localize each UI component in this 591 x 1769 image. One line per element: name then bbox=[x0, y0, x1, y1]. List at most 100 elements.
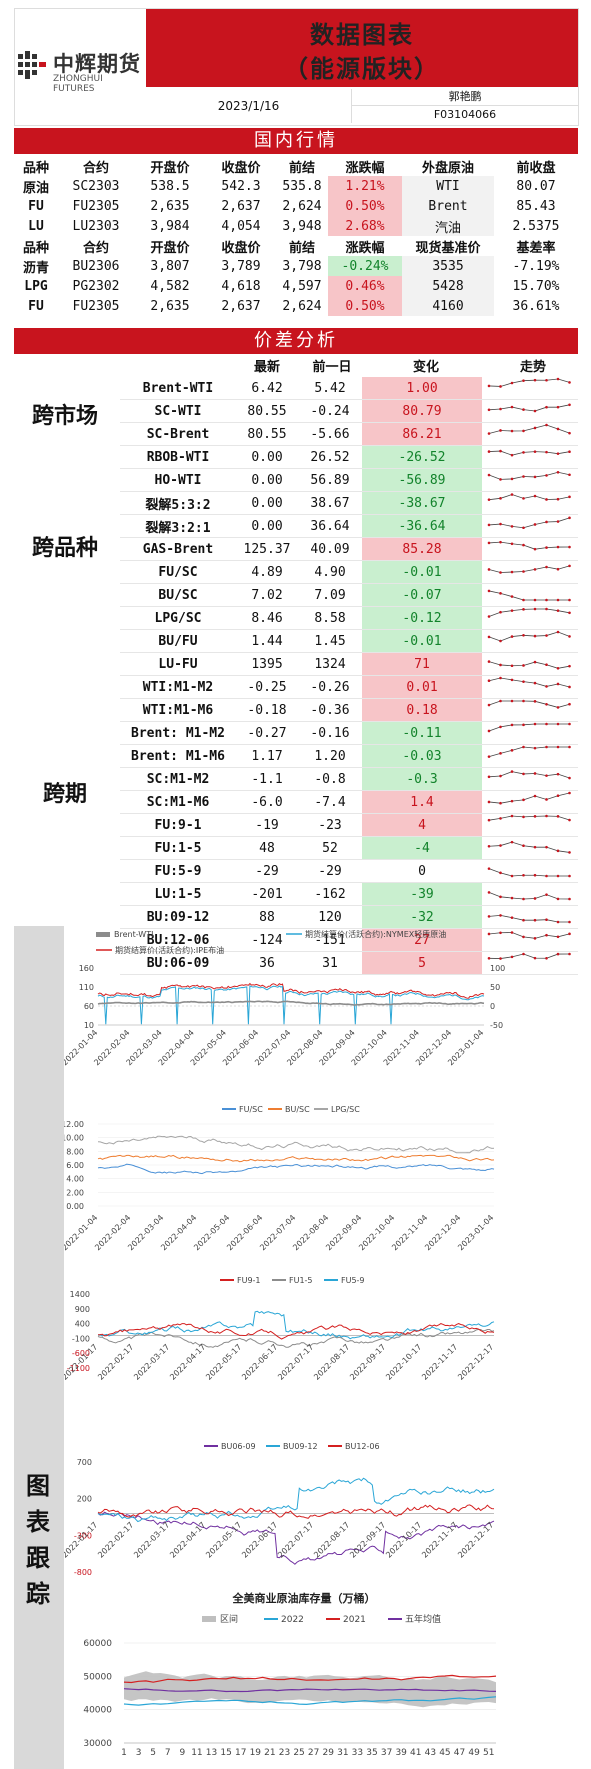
legend-label: FU/SC bbox=[239, 1105, 263, 1114]
legend-label: BU06-09 bbox=[221, 1442, 256, 1451]
y-tick-label: 160 bbox=[79, 964, 94, 973]
spread-name: 裂解5:3:2 bbox=[120, 491, 236, 515]
latest-value: 0.00 bbox=[236, 468, 298, 492]
table-cell: FU2305 bbox=[72, 198, 120, 214]
prev-value: 40.09 bbox=[298, 537, 362, 561]
latest-value: 0.00 bbox=[236, 491, 298, 515]
series-lpg-sc bbox=[97, 1135, 495, 1154]
x-tick-label: 2022-01-17 bbox=[64, 1520, 99, 1559]
col-change: 变化 bbox=[412, 360, 439, 375]
spread-name: SC-WTI bbox=[120, 399, 236, 423]
header-cell: 品种 bbox=[22, 160, 49, 176]
latest-value: 125.37 bbox=[236, 537, 298, 561]
spread-name: Brent-WTI bbox=[120, 377, 236, 400]
col-prev: 前一日 bbox=[312, 360, 352, 375]
latest-value: -19 bbox=[236, 813, 298, 837]
header: 中辉期货 ZHONGHUI FUTURES 数据图表 （能源版块） 2023/1… bbox=[14, 8, 579, 126]
series-2022 bbox=[123, 1696, 497, 1706]
prev-value: 31 bbox=[298, 951, 362, 975]
table-cell: BU2306 bbox=[72, 258, 120, 274]
y-tick-label: 1400 bbox=[70, 1290, 90, 1299]
y-tick-label: 40000 bbox=[83, 1706, 112, 1716]
change-value: -26.52 bbox=[362, 445, 482, 469]
table-cell: FU2305 bbox=[72, 298, 120, 314]
y-tick-label: 400 bbox=[75, 1320, 90, 1329]
table-row: SC:M1-M2 -1.1 -0.8 -0.3 bbox=[120, 767, 578, 791]
latest-value: 4.89 bbox=[236, 560, 298, 584]
change-value: 27 bbox=[362, 928, 482, 952]
table-row: FU FU2305 2,635 2,637 2,624 0.50% 4160 36.61% bbox=[14, 296, 578, 316]
latest-value: 7.02 bbox=[236, 583, 298, 607]
table-row: SC:M1-M6 -6.0 -7.4 1.4 bbox=[120, 790, 578, 814]
table-row: FU:1-5 48 52 -4 bbox=[120, 836, 578, 860]
legend-label: LPG/SC bbox=[331, 1105, 360, 1114]
x-tick-label: 2022-04-17 bbox=[168, 1342, 207, 1381]
y-tick-label: 0.00 bbox=[66, 1202, 84, 1211]
latest-value: 80.55 bbox=[236, 422, 298, 446]
latest-value: -0.18 bbox=[236, 698, 298, 722]
title-block: 数据图表 （能源版块） bbox=[146, 9, 578, 87]
x-tick-label: 2022-08-17 bbox=[312, 1342, 351, 1381]
header-cell: 前收盘 bbox=[516, 160, 556, 176]
author: 郭艳鹏 bbox=[352, 89, 578, 106]
spread-name: LU-FU bbox=[120, 652, 236, 676]
table-cell: 4,582 bbox=[150, 278, 190, 294]
change-value: -0.01 bbox=[362, 629, 482, 653]
change-value: 1.00 bbox=[362, 377, 482, 400]
x-tick-label: 7 bbox=[165, 1748, 171, 1758]
latest-value: 0.00 bbox=[236, 445, 298, 469]
x-tick-label: 2022-07-17 bbox=[276, 1520, 315, 1559]
chart-title: 全美商业原油库存量（万桶） bbox=[232, 1591, 376, 1605]
latest-value: 6.42 bbox=[236, 377, 298, 400]
change-value: -0.03 bbox=[362, 744, 482, 768]
table-row: FU/SC 4.89 4.90 -0.01 bbox=[120, 560, 578, 584]
trend-sparkline bbox=[482, 606, 578, 630]
spread-name: LPG/SC bbox=[120, 606, 236, 630]
trend-sparkline bbox=[482, 882, 578, 906]
spread-name: BU/FU bbox=[120, 629, 236, 653]
prev-value: 38.67 bbox=[298, 491, 362, 515]
table-cell: 2,637 bbox=[221, 298, 261, 314]
spread-name: BU/SC bbox=[120, 583, 236, 607]
table-row: 裂解5:3:2 0.00 38.67 -38.67 bbox=[120, 491, 578, 515]
table-cell: WTI bbox=[402, 176, 494, 196]
x-tick-label: 27 bbox=[308, 1748, 319, 1758]
y-tick-label: 110 bbox=[79, 983, 94, 992]
table-cell: 2,635 bbox=[150, 298, 190, 314]
trend-sparkline bbox=[482, 377, 578, 400]
table-cell: 4160 bbox=[402, 296, 494, 316]
trend-sparkline bbox=[482, 859, 578, 883]
y-tick-label: -600 bbox=[72, 1349, 90, 1358]
series-5yr-avg bbox=[123, 1688, 497, 1693]
trend-sparkline bbox=[482, 813, 578, 837]
table-cell: 4,618 bbox=[221, 278, 261, 294]
series-bu06-09 bbox=[97, 1511, 495, 1565]
x-tick-label: 1 bbox=[121, 1748, 127, 1758]
trend-sparkline bbox=[482, 422, 578, 446]
y-tick-label: -300 bbox=[74, 1531, 92, 1540]
change-value: 0 bbox=[362, 859, 482, 883]
x-tick-label: 2022-12-17 bbox=[456, 1342, 495, 1381]
trend-sparkline bbox=[482, 721, 578, 745]
x-tick-label: 13 bbox=[206, 1748, 217, 1758]
table-cell: 80.07 bbox=[516, 178, 556, 194]
trend-sparkline bbox=[482, 399, 578, 423]
prev-value: 1.45 bbox=[298, 629, 362, 653]
table-row: 沥青 BU2306 3,807 3,789 3,798 -0.24% 3535 -7.19% bbox=[14, 256, 578, 276]
x-tick-label: 9 bbox=[179, 1748, 185, 1758]
series-brent-wti bbox=[97, 1000, 485, 1006]
legend-label: 五年均值 bbox=[405, 1613, 441, 1625]
x-tick-label: 2022-03-17 bbox=[132, 1520, 171, 1559]
group-calendar: 跨期 bbox=[42, 781, 87, 807]
table-row: HO-WTI 0.00 56.89 -56.89 bbox=[120, 468, 578, 492]
spread-name: SC-Brent bbox=[120, 422, 236, 446]
table-cell: FU bbox=[28, 198, 44, 214]
spread-name: 裂解3:2:1 bbox=[120, 514, 236, 538]
latest-value: 80.55 bbox=[236, 399, 298, 423]
change-value: -0.12 bbox=[362, 606, 482, 630]
change-value: -56.89 bbox=[362, 468, 482, 492]
col-latest: 最新 bbox=[253, 360, 280, 375]
legend-swatch bbox=[96, 932, 110, 937]
report-date: 2023/1/16 bbox=[146, 89, 352, 123]
table-cell: 汽油 bbox=[402, 216, 494, 236]
